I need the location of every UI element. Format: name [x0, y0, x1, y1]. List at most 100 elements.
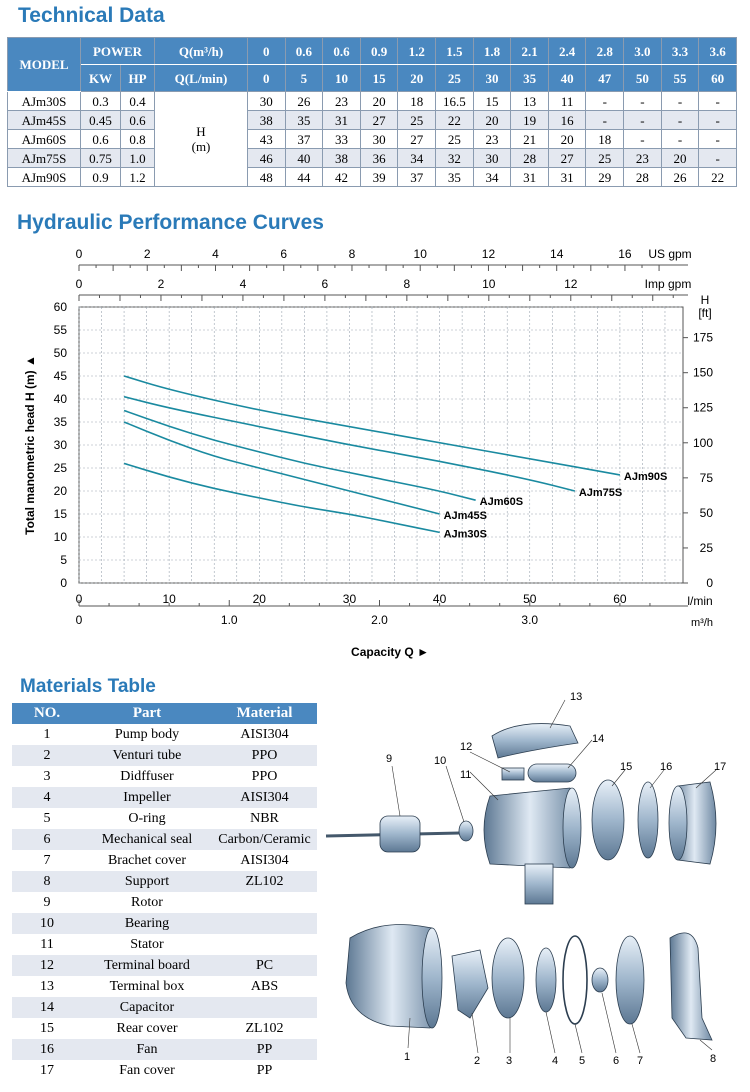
head-value-cell: 25: [397, 110, 437, 130]
mechanical-seal-part: [591, 967, 609, 993]
series-label-ajm45s: AJm45S: [444, 510, 487, 522]
y-axis-title: Total manometric head H (m) ▲: [23, 355, 37, 535]
x-tick-label: 40: [433, 592, 447, 606]
materials-material-cell: AISI304: [240, 726, 289, 742]
materials-no-cell: 1: [43, 726, 51, 742]
x-unit-label: l/min: [687, 594, 712, 608]
materials-part-cell: Terminal board: [82, 955, 212, 976]
kw-cell: 0.3: [80, 91, 121, 111]
q-m3h-value: 0.6: [284, 37, 324, 65]
y-right-axis-unit: [ft]: [698, 306, 711, 320]
power-header: POWER: [80, 37, 155, 65]
model-cell: AJm60S: [7, 129, 81, 149]
head-value-cell: 25: [435, 129, 474, 149]
impgpm-tick-label: 2: [158, 277, 165, 291]
q-lmin-value: 35: [510, 64, 549, 92]
y-tick-label: 15: [54, 507, 68, 521]
head-value-cell: 19: [510, 110, 549, 130]
q-m3h-value: 0.6: [322, 37, 361, 65]
usgpm-tick-label: 12: [482, 247, 496, 261]
materials-row: 10 Bearing: [12, 913, 317, 934]
q-lmin-value: 50: [623, 64, 662, 92]
impgpm-tick-label: 6: [322, 277, 329, 291]
model-header: MODEL: [7, 37, 81, 92]
materials-no-cell: 5: [43, 810, 51, 826]
head-value-cell: 23: [472, 129, 512, 149]
q-m3h-value: 0: [247, 37, 286, 65]
materials-material-cell: [212, 913, 317, 934]
head-value-cell: 18: [397, 91, 437, 111]
callout-11: 11: [460, 769, 471, 781]
materials-row: 12 Terminal board PC: [12, 955, 317, 976]
materials-part-cell: O-ring: [128, 810, 166, 826]
head-value-cell: 16.5: [435, 91, 474, 111]
usgpm-tick-label: 16: [618, 247, 632, 261]
usgpm-tick-label: 10: [414, 247, 428, 261]
materials-part-cell: Pump body: [114, 726, 180, 742]
head-value-cell: -: [698, 129, 737, 149]
materials-no-cell: 15: [40, 1020, 54, 1036]
impgpm-unit-label: Imp gpm: [645, 277, 692, 291]
materials-part-cell: Fan cover: [119, 1062, 175, 1078]
materials-material-cell: ZL102: [245, 1020, 284, 1036]
model-cell: AJm75S: [7, 148, 81, 168]
q-lmin-value: 5: [284, 64, 324, 92]
materials-row: 9 Rotor: [12, 892, 317, 913]
callout-10: 10: [434, 755, 446, 767]
head-value-cell: -: [623, 91, 662, 111]
m3h-tick-label: 0: [76, 613, 83, 627]
x-tick-label: 30: [343, 592, 357, 606]
materials-material-cell: PP: [212, 1039, 317, 1060]
callout-14: 14: [592, 733, 604, 745]
q-lmin-value: 20: [397, 64, 437, 92]
q-m3h-value: 0.9: [359, 37, 399, 65]
materials-part-cell: Rear cover: [116, 1020, 178, 1036]
head-value-cell: 26: [660, 167, 700, 187]
usgpm-tick-label: 14: [550, 247, 564, 261]
materials-material-cell: Carbon/Ceramic: [212, 829, 317, 850]
materials-row: 17 Fan cover PP: [12, 1060, 317, 1081]
callout-2: 2: [474, 1055, 480, 1067]
materials-material-cell: NBR: [250, 810, 279, 826]
head-value-cell: 23: [322, 91, 361, 111]
model-cell: AJm30S: [7, 91, 81, 111]
materials-material-cell: AISI304: [240, 852, 289, 868]
tech-table-row: AJm75S 0.75 1.0 46 40 38 36 34 32 30 28 27 25 23 20-: [7, 148, 737, 168]
materials-row: 5 O-ring NBR: [12, 808, 317, 829]
materials-part-cell: Rotor: [131, 894, 163, 910]
head-value-cell: 20: [359, 91, 399, 111]
head-value-cell: 34: [472, 167, 512, 187]
callout-3: 3: [506, 1055, 512, 1067]
head-value-cell: 31: [510, 167, 549, 187]
materials-row: 7 Brachet cover AISI304: [12, 850, 317, 871]
materials-row: 16 Fan PP: [12, 1039, 317, 1060]
head-value-cell: 38: [247, 110, 286, 130]
materials-part-cell: Support: [82, 871, 212, 892]
hp-cell: 1.2: [120, 167, 155, 187]
callout-13: 13: [570, 691, 582, 703]
head-value-cell: 18: [585, 129, 625, 149]
materials-no-header: NO.: [12, 703, 82, 724]
callout-16: 16: [660, 761, 672, 773]
materials-part-cell: Capacitor: [82, 997, 212, 1018]
series-curve-ajm75s: [123, 395, 576, 492]
materials-material-cell: [212, 934, 317, 955]
q-m3h-value: 2.1: [510, 37, 549, 65]
head-value-cell: 20: [660, 148, 700, 168]
head-value-cell: -: [660, 91, 700, 111]
q-lmin-value: 55: [660, 64, 700, 92]
tech-table-row: AJm45S 0.45 0.6 38 35 31 27 25 22 20 19 16- - - -: [7, 110, 737, 130]
usgpm-tick-label: 0: [76, 247, 83, 261]
impeller-part: [535, 947, 557, 1013]
head-value-cell: 13: [510, 91, 549, 111]
head-value-cell: 48: [247, 167, 286, 187]
rear-cover-part: [591, 779, 625, 861]
materials-row: 11 Stator: [12, 934, 317, 955]
hp-header: HP: [120, 64, 155, 92]
hp-cell: 0.4: [120, 91, 155, 111]
head-value-cell: 28: [623, 167, 662, 187]
materials-part-cell: Impeller: [82, 787, 212, 808]
head-unit: (m): [191, 139, 211, 154]
q-m3h-value: 3.6: [698, 37, 737, 65]
callout-6: 6: [613, 1055, 619, 1067]
